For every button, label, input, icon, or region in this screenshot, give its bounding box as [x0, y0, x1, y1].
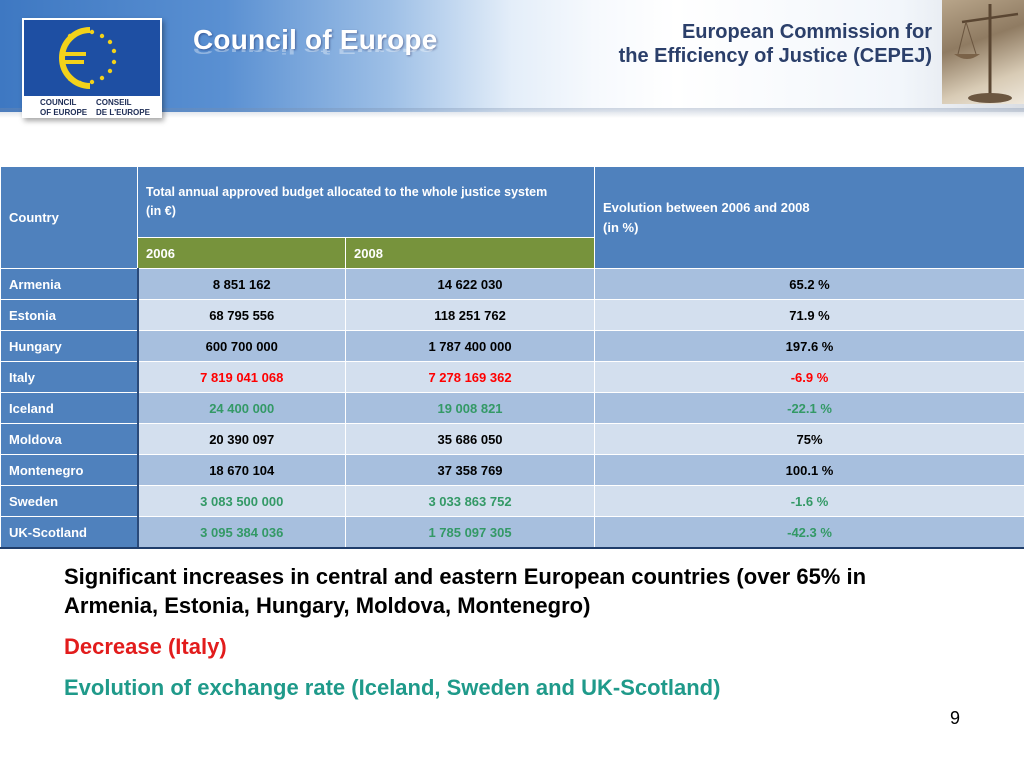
country-cell: Sweden: [0, 485, 139, 517]
logo-flag: [24, 20, 160, 96]
country-cell: Estonia: [0, 299, 139, 331]
commission-title: European Commission for the Efficiency o…: [556, 20, 932, 68]
evolution-cell: 71.9 %: [594, 299, 1024, 331]
country-cell: Iceland: [0, 392, 139, 424]
table-year-row: 2006 2008: [1, 237, 1024, 269]
justice-scales-image: [942, 0, 1024, 104]
budget-2008-cell: 14 622 030: [344, 268, 596, 300]
budget-2006-cell: 3 095 384 036: [137, 516, 346, 549]
budget-2006-cell: 20 390 097: [137, 423, 346, 455]
table-row: Hungary 600 700 000 1 787 400 000 197.6 %: [0, 330, 1024, 362]
budget-2006-cell: 600 700 000: [137, 330, 346, 362]
budget-column-header: Total annual approved budget allocated t…: [136, 166, 596, 238]
table-row: Iceland 24 400 000 19 008 821 -22.1 %: [0, 392, 1024, 424]
budget-2008-cell: 37 358 769: [344, 454, 596, 486]
table-row: Moldova 20 390 097 35 686 050 75%: [0, 423, 1024, 455]
year-2006-header: 2006: [137, 237, 346, 269]
budget-2006-cell: 8 851 162: [137, 268, 346, 300]
budget-header-line: (in €): [146, 204, 176, 218]
council-of-europe-logo: COUNCIL OF EUROPE CONSEIL DE L'EUROPE: [22, 18, 162, 118]
logo-text-line: DE L'EUROPE: [96, 108, 150, 117]
euro-stars-icon: [59, 27, 117, 89]
logo-text-line: COUNCIL: [40, 98, 77, 107]
country-cell: Hungary: [0, 330, 139, 362]
budget-header-line: Total annual approved budget allocated t…: [146, 185, 548, 199]
evolution-header-line: (in %): [603, 219, 639, 235]
notes: Significant increases in central and eas…: [64, 562, 934, 714]
table-row: Montenegro 18 670 104 37 358 769 100.1 %: [0, 454, 1024, 486]
country-cell: UK-Scotland: [0, 516, 139, 549]
budget-2008-cell: 7 278 169 362: [344, 361, 596, 393]
evolution-cell: 65.2 %: [594, 268, 1024, 300]
commission-title-line: European Commission for: [681, 21, 932, 43]
org-title: Council of Europe: [193, 24, 438, 55]
note-increase: Significant increases in central and eas…: [64, 564, 867, 618]
budget-2008-cell: 19 008 821: [344, 392, 596, 424]
country-cell: Armenia: [0, 268, 139, 300]
logo-text-line: CONSEIL: [96, 98, 132, 107]
note-decrease: Decrease (Italy): [64, 634, 227, 659]
evolution-header-line: Evolution between 2006 and 2008: [603, 199, 810, 215]
budget-2008-cell: 3 033 863 752: [344, 485, 596, 517]
budget-2006-cell: 3 083 500 000: [137, 485, 346, 517]
budget-2006-cell: 68 795 556: [137, 299, 346, 331]
evolution-cell: 75%: [594, 423, 1024, 455]
budget-2008-cell: 118 251 762: [344, 299, 596, 331]
budget-2008-cell: 1 785 097 305: [344, 516, 596, 549]
banner-shadow: [0, 108, 1024, 118]
scales-icon: [954, 4, 1019, 103]
budget-2006-cell: 7 819 041 068: [137, 361, 346, 393]
country-cell: Moldova: [0, 423, 139, 455]
justice-budget-table: Country Total annual approved budget all…: [0, 166, 1024, 549]
table-row: Sweden 3 083 500 000 3 033 863 752 -1.6 %: [0, 485, 1024, 517]
table-row: Italy 7 819 041 068 7 278 169 362 -6.9 %: [0, 361, 1024, 393]
country-cell: Italy: [0, 361, 139, 393]
evolution-cell: -1.6 %: [594, 485, 1024, 517]
budget-2008-cell: 1 787 400 000: [344, 330, 596, 362]
evolution-cell: -6.9 %: [594, 361, 1024, 393]
budget-2008-cell: 35 686 050: [344, 423, 596, 455]
page-number: 9: [950, 708, 961, 728]
evolution-cell: 100.1 %: [594, 454, 1024, 486]
header-banner: [0, 0, 1024, 112]
org-title-reflection: Council of Europe: [193, 48, 435, 56]
table-header-row: Country Total annual approved budget all…: [0, 166, 1024, 269]
budget-2006-cell: 24 400 000: [137, 392, 346, 424]
country-cell: Montenegro: [0, 454, 139, 486]
table-row: UK-Scotland 3 095 384 036 1 785 097 305 -42…: [0, 516, 1024, 549]
logo-text-line: OF EUROPE: [40, 108, 88, 117]
evolution-cell: 197.6 %: [594, 330, 1024, 362]
table-row: Estonia 68 795 556 118 251 762 71.9 %: [0, 299, 1024, 331]
logo-text-french: CONSEIL DE L'EUROPE: [96, 98, 150, 118]
year-2008-header: 2008: [344, 237, 596, 269]
country-column-header: Country: [0, 166, 138, 269]
evolution-cell: -22.1 %: [594, 392, 1024, 424]
commission-title-line: the Efficiency of Justice (CEPEJ): [618, 45, 932, 67]
evolution-cell: -42.3 %: [594, 516, 1024, 549]
budget-2006-cell: 18 670 104: [137, 454, 346, 486]
logo-text-english: COUNCIL OF EUROPE: [40, 98, 87, 118]
table-row: Armenia 8 851 162 14 622 030 65.2 %: [0, 268, 1024, 300]
evolution-column-header: Evolution between 2006 and 2008 (in %): [594, 166, 1024, 269]
note-exchange-rate: Evolution of exchange rate (Iceland, Swe…: [64, 675, 721, 700]
